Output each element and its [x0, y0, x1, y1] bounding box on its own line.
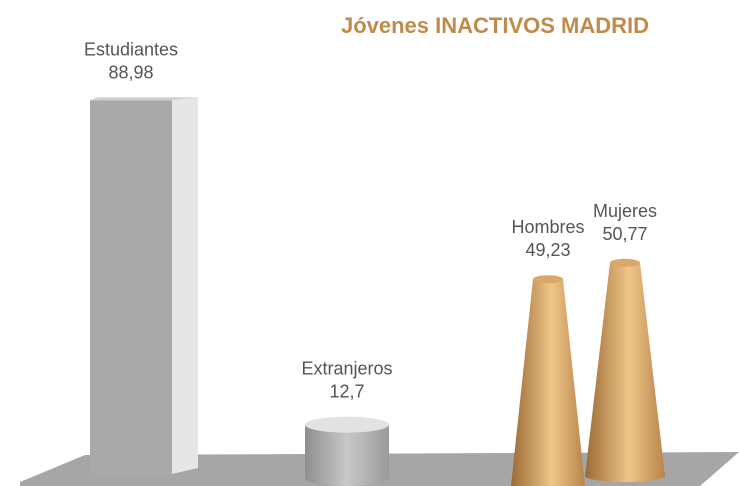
- chart-title: Jóvenes INACTIVOS MADRID: [341, 13, 649, 38]
- bar: [511, 279, 585, 486]
- bar-top: [533, 275, 563, 284]
- bar-top: [610, 258, 640, 267]
- bar: [585, 262, 665, 482]
- bar: [90, 100, 172, 474]
- value-label: 12,7: [329, 382, 364, 402]
- category-label: Extranjeros: [301, 359, 392, 379]
- value-label: 49,23: [525, 240, 570, 260]
- value-label: 88,98: [108, 62, 153, 82]
- bar: [305, 424, 389, 486]
- value-label: 50,77: [602, 224, 647, 244]
- category-label: Hombres: [511, 217, 584, 237]
- bar-side: [172, 97, 198, 474]
- bar-top: [305, 416, 389, 433]
- bar-top: [90, 97, 198, 101]
- category-label: Estudiantes: [84, 39, 178, 59]
- category-label: Mujeres: [593, 201, 657, 221]
